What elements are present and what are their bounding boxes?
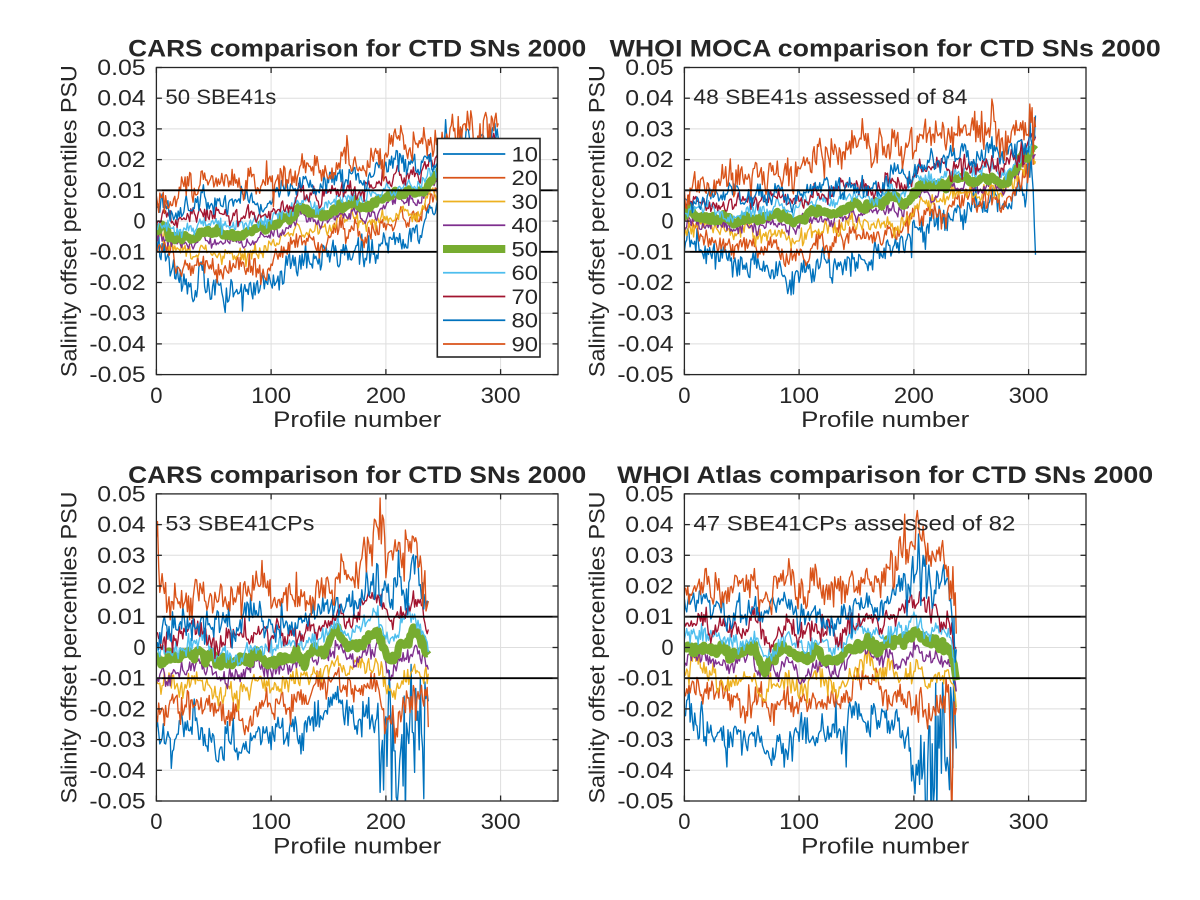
svg-text:0.02: 0.02 (97, 147, 145, 172)
svg-text:-0.05: -0.05 (617, 789, 673, 814)
svg-text:30: 30 (512, 191, 539, 214)
svg-text:-0.01: -0.01 (89, 666, 145, 691)
svg-text:300: 300 (481, 809, 521, 834)
svg-text:0.04: 0.04 (97, 86, 145, 111)
svg-text:100: 100 (251, 383, 291, 408)
svg-text:-0.03: -0.03 (617, 301, 673, 326)
svg-text:50 SBE41s: 50 SBE41s (165, 86, 276, 109)
svg-text:Salinity offset percentiles PS: Salinity offset percentiles PSU (56, 65, 81, 377)
svg-text:-0.02: -0.02 (89, 696, 145, 721)
svg-text:-0.01: -0.01 (89, 239, 145, 264)
svg-text:53 SBE41CPs: 53 SBE41CPs (165, 513, 314, 536)
svg-text:48 SBE41s assessed of 84: 48 SBE41s assessed of 84 (693, 86, 967, 109)
svg-text:0.03: 0.03 (97, 543, 145, 568)
svg-text:100: 100 (779, 809, 819, 834)
svg-text:Salinity offset percentiles PS: Salinity offset percentiles PSU (584, 65, 609, 377)
svg-text:Salinity offset percentiles PS: Salinity offset percentiles PSU (584, 492, 609, 804)
svg-text:70: 70 (512, 286, 539, 309)
svg-text:-0.04: -0.04 (617, 758, 673, 783)
svg-text:0: 0 (150, 809, 162, 834)
svg-text:Profile number: Profile number (273, 834, 441, 859)
svg-text:47 SBE41CPs assessed of 82: 47 SBE41CPs assessed of 82 (693, 513, 1015, 536)
svg-text:0: 0 (133, 635, 145, 660)
svg-text:0.01: 0.01 (97, 604, 145, 629)
svg-text:0: 0 (661, 635, 673, 660)
svg-text:0.04: 0.04 (97, 512, 145, 537)
svg-text:0.01: 0.01 (97, 178, 145, 203)
svg-text:40: 40 (512, 215, 539, 238)
svg-text:0: 0 (133, 209, 145, 234)
svg-text:90: 90 (512, 333, 539, 356)
svg-text:20: 20 (512, 167, 539, 190)
svg-text:0.03: 0.03 (97, 116, 145, 141)
svg-text:-0.03: -0.03 (89, 301, 145, 326)
svg-text:200: 200 (894, 383, 934, 408)
svg-text:0.03: 0.03 (625, 543, 673, 568)
svg-text:200: 200 (366, 383, 406, 408)
svg-text:0.01: 0.01 (625, 178, 673, 203)
svg-text:CARS comparison for CTD SNs 20: CARS comparison for CTD SNs 2000 (128, 462, 586, 489)
svg-text:Profile number: Profile number (801, 834, 969, 859)
svg-text:0.02: 0.02 (625, 574, 673, 599)
svg-text:0.02: 0.02 (625, 147, 673, 172)
svg-text:0.02: 0.02 (97, 574, 145, 599)
svg-text:0.05: 0.05 (97, 55, 145, 80)
svg-text:-0.01: -0.01 (617, 239, 673, 264)
svg-text:-0.02: -0.02 (617, 696, 673, 721)
svg-text:WHOI MOCA comparison for CTD S: WHOI MOCA comparison for CTD SNs 2000 (610, 36, 1161, 63)
svg-text:-0.05: -0.05 (89, 362, 145, 387)
svg-text:80: 80 (512, 310, 539, 333)
svg-text:-0.05: -0.05 (89, 789, 145, 814)
svg-text:0.04: 0.04 (625, 86, 673, 111)
svg-text:-0.04: -0.04 (89, 331, 145, 356)
svg-text:-0.01: -0.01 (617, 666, 673, 691)
svg-text:Profile number: Profile number (273, 407, 441, 432)
svg-text:-0.04: -0.04 (617, 331, 673, 356)
svg-text:10: 10 (512, 143, 539, 166)
svg-text:0.05: 0.05 (625, 55, 673, 80)
svg-text:100: 100 (779, 383, 819, 408)
svg-text:0: 0 (678, 383, 690, 408)
svg-text:0: 0 (678, 809, 690, 834)
svg-text:300: 300 (1009, 809, 1049, 834)
svg-text:60: 60 (512, 262, 539, 285)
svg-text:0.01: 0.01 (625, 604, 673, 629)
svg-text:Profile number: Profile number (801, 407, 969, 432)
svg-text:0: 0 (150, 383, 162, 408)
svg-text:0.05: 0.05 (625, 481, 673, 506)
svg-text:Salinity offset percentiles PS: Salinity offset percentiles PSU (56, 492, 81, 804)
svg-text:200: 200 (894, 809, 934, 834)
svg-text:-0.03: -0.03 (617, 727, 673, 752)
svg-text:WHOI Atlas comparison for CTD: WHOI Atlas comparison for CTD SNs 2000 (617, 462, 1153, 489)
svg-text:100: 100 (251, 809, 291, 834)
svg-text:-0.05: -0.05 (617, 362, 673, 387)
svg-text:0.04: 0.04 (625, 512, 673, 537)
svg-text:-0.02: -0.02 (617, 270, 673, 295)
svg-text:-0.03: -0.03 (89, 727, 145, 752)
svg-text:50: 50 (512, 238, 539, 261)
svg-text:CARS comparison for CTD SNs 20: CARS comparison for CTD SNs 2000 (128, 36, 586, 63)
svg-text:0.05: 0.05 (97, 481, 145, 506)
svg-text:-0.04: -0.04 (89, 758, 145, 783)
svg-text:300: 300 (1009, 383, 1049, 408)
svg-text:0.03: 0.03 (625, 116, 673, 141)
svg-text:-0.02: -0.02 (89, 270, 145, 295)
svg-text:200: 200 (366, 809, 406, 834)
svg-text:300: 300 (481, 383, 521, 408)
svg-text:0: 0 (661, 209, 673, 234)
